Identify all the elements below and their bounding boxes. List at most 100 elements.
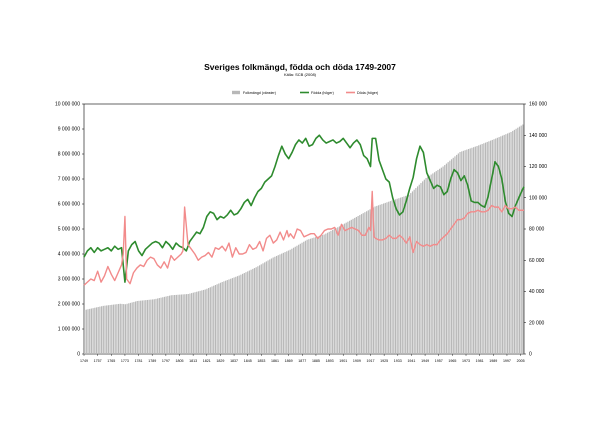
population-bar bbox=[347, 221, 349, 354]
population-bar bbox=[272, 257, 274, 354]
population-bar bbox=[299, 243, 301, 354]
population-bar bbox=[97, 307, 99, 354]
population-bar bbox=[394, 199, 397, 354]
population-bar bbox=[275, 255, 278, 354]
population-bar bbox=[89, 308, 91, 355]
population-bar bbox=[403, 196, 405, 354]
right-tick-label: 140 000 bbox=[529, 133, 547, 139]
population-bar bbox=[461, 151, 463, 354]
population-bar bbox=[194, 292, 196, 354]
population-bar bbox=[332, 230, 334, 354]
population-bar bbox=[177, 294, 179, 354]
x-tick-label: 1917 bbox=[367, 359, 375, 363]
population-bar bbox=[248, 270, 251, 354]
population-bar bbox=[151, 299, 154, 354]
population-bar bbox=[106, 305, 108, 354]
population-bar bbox=[133, 301, 135, 354]
left-tick-label: 8 000 000 bbox=[58, 152, 80, 158]
population-bar bbox=[114, 304, 116, 354]
x-tick-label: 1797 bbox=[162, 359, 170, 363]
population-bar bbox=[104, 305, 106, 354]
left-tick-label: 0 bbox=[77, 352, 80, 358]
population-bar bbox=[447, 162, 449, 354]
population-bar bbox=[522, 124, 524, 354]
population-bar bbox=[360, 214, 363, 354]
population-bar bbox=[391, 200, 393, 354]
population-bar bbox=[464, 150, 466, 354]
population-bar bbox=[289, 249, 291, 354]
population-bar bbox=[512, 130, 514, 354]
chart-subtitle: Källa: SCB (2008) bbox=[283, 72, 316, 77]
population-bar bbox=[129, 302, 132, 354]
population-bar bbox=[491, 139, 493, 354]
x-tick-label: 1789 bbox=[148, 359, 156, 363]
x-tick-label: 1805 bbox=[176, 359, 184, 363]
population-bar bbox=[231, 278, 234, 354]
population-bar bbox=[148, 299, 150, 354]
population-bar bbox=[109, 305, 111, 354]
population-bar bbox=[479, 144, 482, 354]
population-bar bbox=[189, 293, 191, 354]
population-bar bbox=[107, 305, 109, 354]
population-bar bbox=[208, 288, 210, 354]
population-bar bbox=[354, 217, 356, 354]
population-bar bbox=[326, 232, 329, 354]
x-tick-label: 1773 bbox=[121, 359, 129, 363]
population-bar bbox=[498, 137, 500, 354]
population-bar bbox=[191, 293, 193, 354]
population-bar bbox=[313, 237, 315, 354]
population-bar bbox=[162, 297, 164, 354]
population-bar bbox=[372, 207, 375, 354]
population-bar bbox=[294, 246, 296, 354]
x-tick-label: 1901 bbox=[339, 359, 347, 363]
population-bar bbox=[304, 240, 307, 354]
population-bar bbox=[136, 301, 138, 354]
population-bar bbox=[315, 237, 317, 355]
population-bar bbox=[379, 204, 381, 354]
population-bar bbox=[143, 300, 145, 354]
x-tick-label: 1829 bbox=[216, 359, 224, 363]
population-bar bbox=[452, 157, 454, 354]
population-bar bbox=[298, 244, 300, 354]
x-tick-label: 1877 bbox=[298, 359, 306, 363]
population-bar bbox=[401, 197, 403, 354]
population-bar bbox=[355, 216, 358, 354]
left-tick-label: 2 000 000 bbox=[58, 302, 80, 308]
population-bar bbox=[520, 125, 522, 354]
population-bar bbox=[444, 165, 446, 354]
population-bar bbox=[167, 296, 169, 354]
population-bar bbox=[335, 228, 337, 354]
population-bar bbox=[484, 142, 487, 355]
population-bar bbox=[308, 239, 310, 354]
left-tick-label: 1 000 000 bbox=[58, 327, 80, 333]
population-bar bbox=[490, 140, 492, 354]
population-bar bbox=[410, 193, 412, 354]
x-tick-label: 1973 bbox=[462, 359, 470, 363]
population-bar bbox=[389, 201, 392, 354]
population-bar bbox=[381, 204, 383, 354]
population-bar bbox=[279, 254, 281, 354]
population-bar bbox=[286, 251, 288, 354]
population-bar bbox=[123, 304, 125, 354]
population-bar bbox=[357, 216, 359, 354]
population-bar bbox=[333, 229, 335, 354]
x-tick-label: 1933 bbox=[394, 359, 402, 363]
population-bar bbox=[233, 277, 235, 354]
population-bar bbox=[168, 295, 171, 354]
population-bar bbox=[422, 181, 424, 354]
x-tick-label: 1997 bbox=[503, 359, 511, 363]
population-bar bbox=[306, 239, 308, 354]
population-bar bbox=[240, 274, 242, 354]
population-bar bbox=[352, 218, 354, 354]
population-bar bbox=[473, 147, 475, 354]
population-bar bbox=[84, 310, 86, 354]
population-bar bbox=[138, 300, 140, 354]
population-bar bbox=[496, 137, 499, 354]
population-bar bbox=[405, 195, 407, 354]
population-bar bbox=[219, 282, 222, 354]
population-bar bbox=[413, 189, 415, 354]
population-bar bbox=[396, 198, 398, 354]
population-bar bbox=[211, 286, 213, 354]
population-bar bbox=[146, 299, 149, 354]
